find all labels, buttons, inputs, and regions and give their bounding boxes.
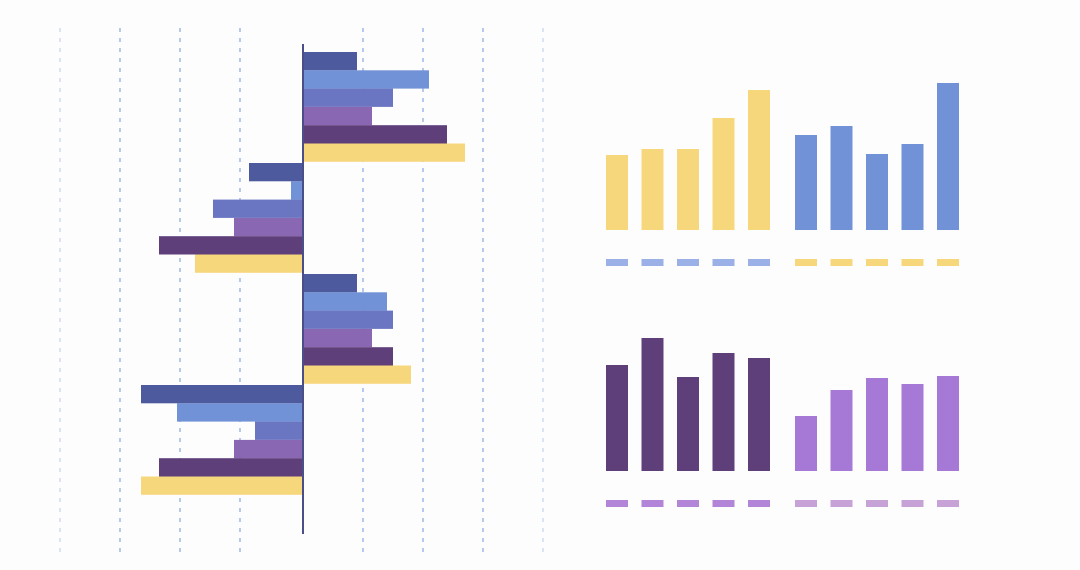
bar-group-3-series-4 — [303, 328, 372, 348]
bar-group-2-series-4 — [234, 217, 303, 237]
top-chart-legend-swatch-1-2 — [641, 259, 664, 266]
bottom-chart-series-1-bar-4 — [712, 353, 735, 471]
top-chart-legend-swatch-1-5 — [748, 259, 770, 266]
bottom-chart-legend-swatch-2-4 — [901, 500, 924, 507]
horizontal-chart-bars — [141, 52, 465, 495]
bar-group-1-series-4 — [303, 106, 372, 126]
top-chart-series-1-bar-2 — [641, 149, 664, 230]
bar-group-3-series-5 — [303, 347, 393, 366]
top-chart-series-2-bar-4 — [901, 144, 924, 230]
bottom-chart-legend-swatch-1-3 — [677, 500, 699, 507]
top-chart-series-2-bar-1 — [795, 135, 817, 230]
bottom-chart-series-1-bar-2 — [641, 338, 664, 471]
top-chart-legend-swatch-2-1 — [795, 259, 817, 266]
bottom-chart-legend-swatch-2-5 — [937, 500, 959, 507]
top-chart-legend-swatch-2-2 — [830, 259, 853, 266]
bottom-chart-legend-swatch-2-1 — [795, 500, 817, 507]
bottom-chart-legend-swatch-1-2 — [641, 500, 664, 507]
bar-group-1-series-5 — [303, 125, 447, 144]
bar-group-1-series-3 — [303, 88, 393, 107]
bar-group-2-series-6 — [195, 254, 303, 273]
top-chart-series-2-bar-3 — [866, 154, 888, 230]
top-chart-series-1-bar-5 — [748, 90, 770, 230]
bar-group-1-series-2 — [303, 70, 429, 89]
bottom-column-chart — [606, 338, 959, 507]
bar-group-2-series-1 — [249, 163, 303, 182]
bar-group-3-series-2 — [303, 292, 387, 311]
bar-group-4-series-3 — [255, 421, 303, 440]
top-chart-legend-swatch-1-4 — [712, 259, 735, 266]
bottom-chart-legend-swatch-1-1 — [606, 500, 628, 507]
horizontal-chart-grid — [59, 28, 544, 555]
bottom-chart-legend-swatch-1-5 — [748, 500, 770, 507]
top-chart-legend-swatch-2-3 — [866, 259, 888, 266]
bottom-chart-series-2-bar-4 — [901, 384, 924, 471]
horizontal-bar-chart — [59, 28, 544, 555]
bar-group-3-series-1 — [303, 274, 357, 293]
bottom-chart-legend-swatch-1-4 — [712, 500, 735, 507]
bottom-chart-legend-swatch-2-3 — [866, 500, 888, 507]
top-chart-legend-swatch-2-5 — [937, 259, 959, 266]
bar-group-4-series-5 — [159, 458, 303, 477]
bar-group-2-series-2 — [291, 181, 303, 200]
bar-group-4-series-2 — [177, 403, 303, 422]
bottom-chart-series-1-bar-5 — [748, 358, 770, 471]
bar-group-1-series-1 — [303, 52, 357, 71]
bottom-chart-series-2-bar-3 — [866, 378, 888, 471]
top-chart-series-1-bar-4 — [712, 118, 735, 230]
bar-group-4-series-1 — [141, 385, 303, 404]
bottom-chart-series-1-bar-1 — [606, 365, 628, 471]
bar-group-4-series-6 — [141, 476, 303, 495]
top-chart-legend-swatch-2-4 — [901, 259, 924, 266]
bar-group-1-series-6 — [303, 143, 465, 162]
bar-group-2-series-3 — [213, 199, 303, 218]
bar-group-4-series-4 — [234, 439, 303, 459]
top-column-chart — [606, 83, 959, 266]
top-chart-series-1-bar-1 — [606, 155, 628, 230]
top-chart-series-2-bar-5 — [937, 83, 959, 230]
top-chart-series-2-bar-2 — [830, 126, 853, 230]
bottom-chart-series-2-bar-2 — [830, 390, 853, 471]
top-chart-legend-swatch-1-3 — [677, 259, 699, 266]
bar-group-3-series-3 — [303, 310, 393, 329]
top-chart-legend-swatch-1-1 — [606, 259, 628, 266]
top-chart-series-1-bar-3 — [677, 149, 699, 230]
bar-group-2-series-5 — [159, 236, 303, 255]
bottom-chart-series-2-bar-1 — [795, 416, 817, 471]
bottom-chart-series-2-bar-5 — [937, 376, 959, 471]
bottom-chart-series-1-bar-3 — [677, 377, 699, 471]
bar-group-3-series-6 — [303, 365, 411, 384]
bottom-chart-legend-swatch-2-2 — [830, 500, 853, 507]
